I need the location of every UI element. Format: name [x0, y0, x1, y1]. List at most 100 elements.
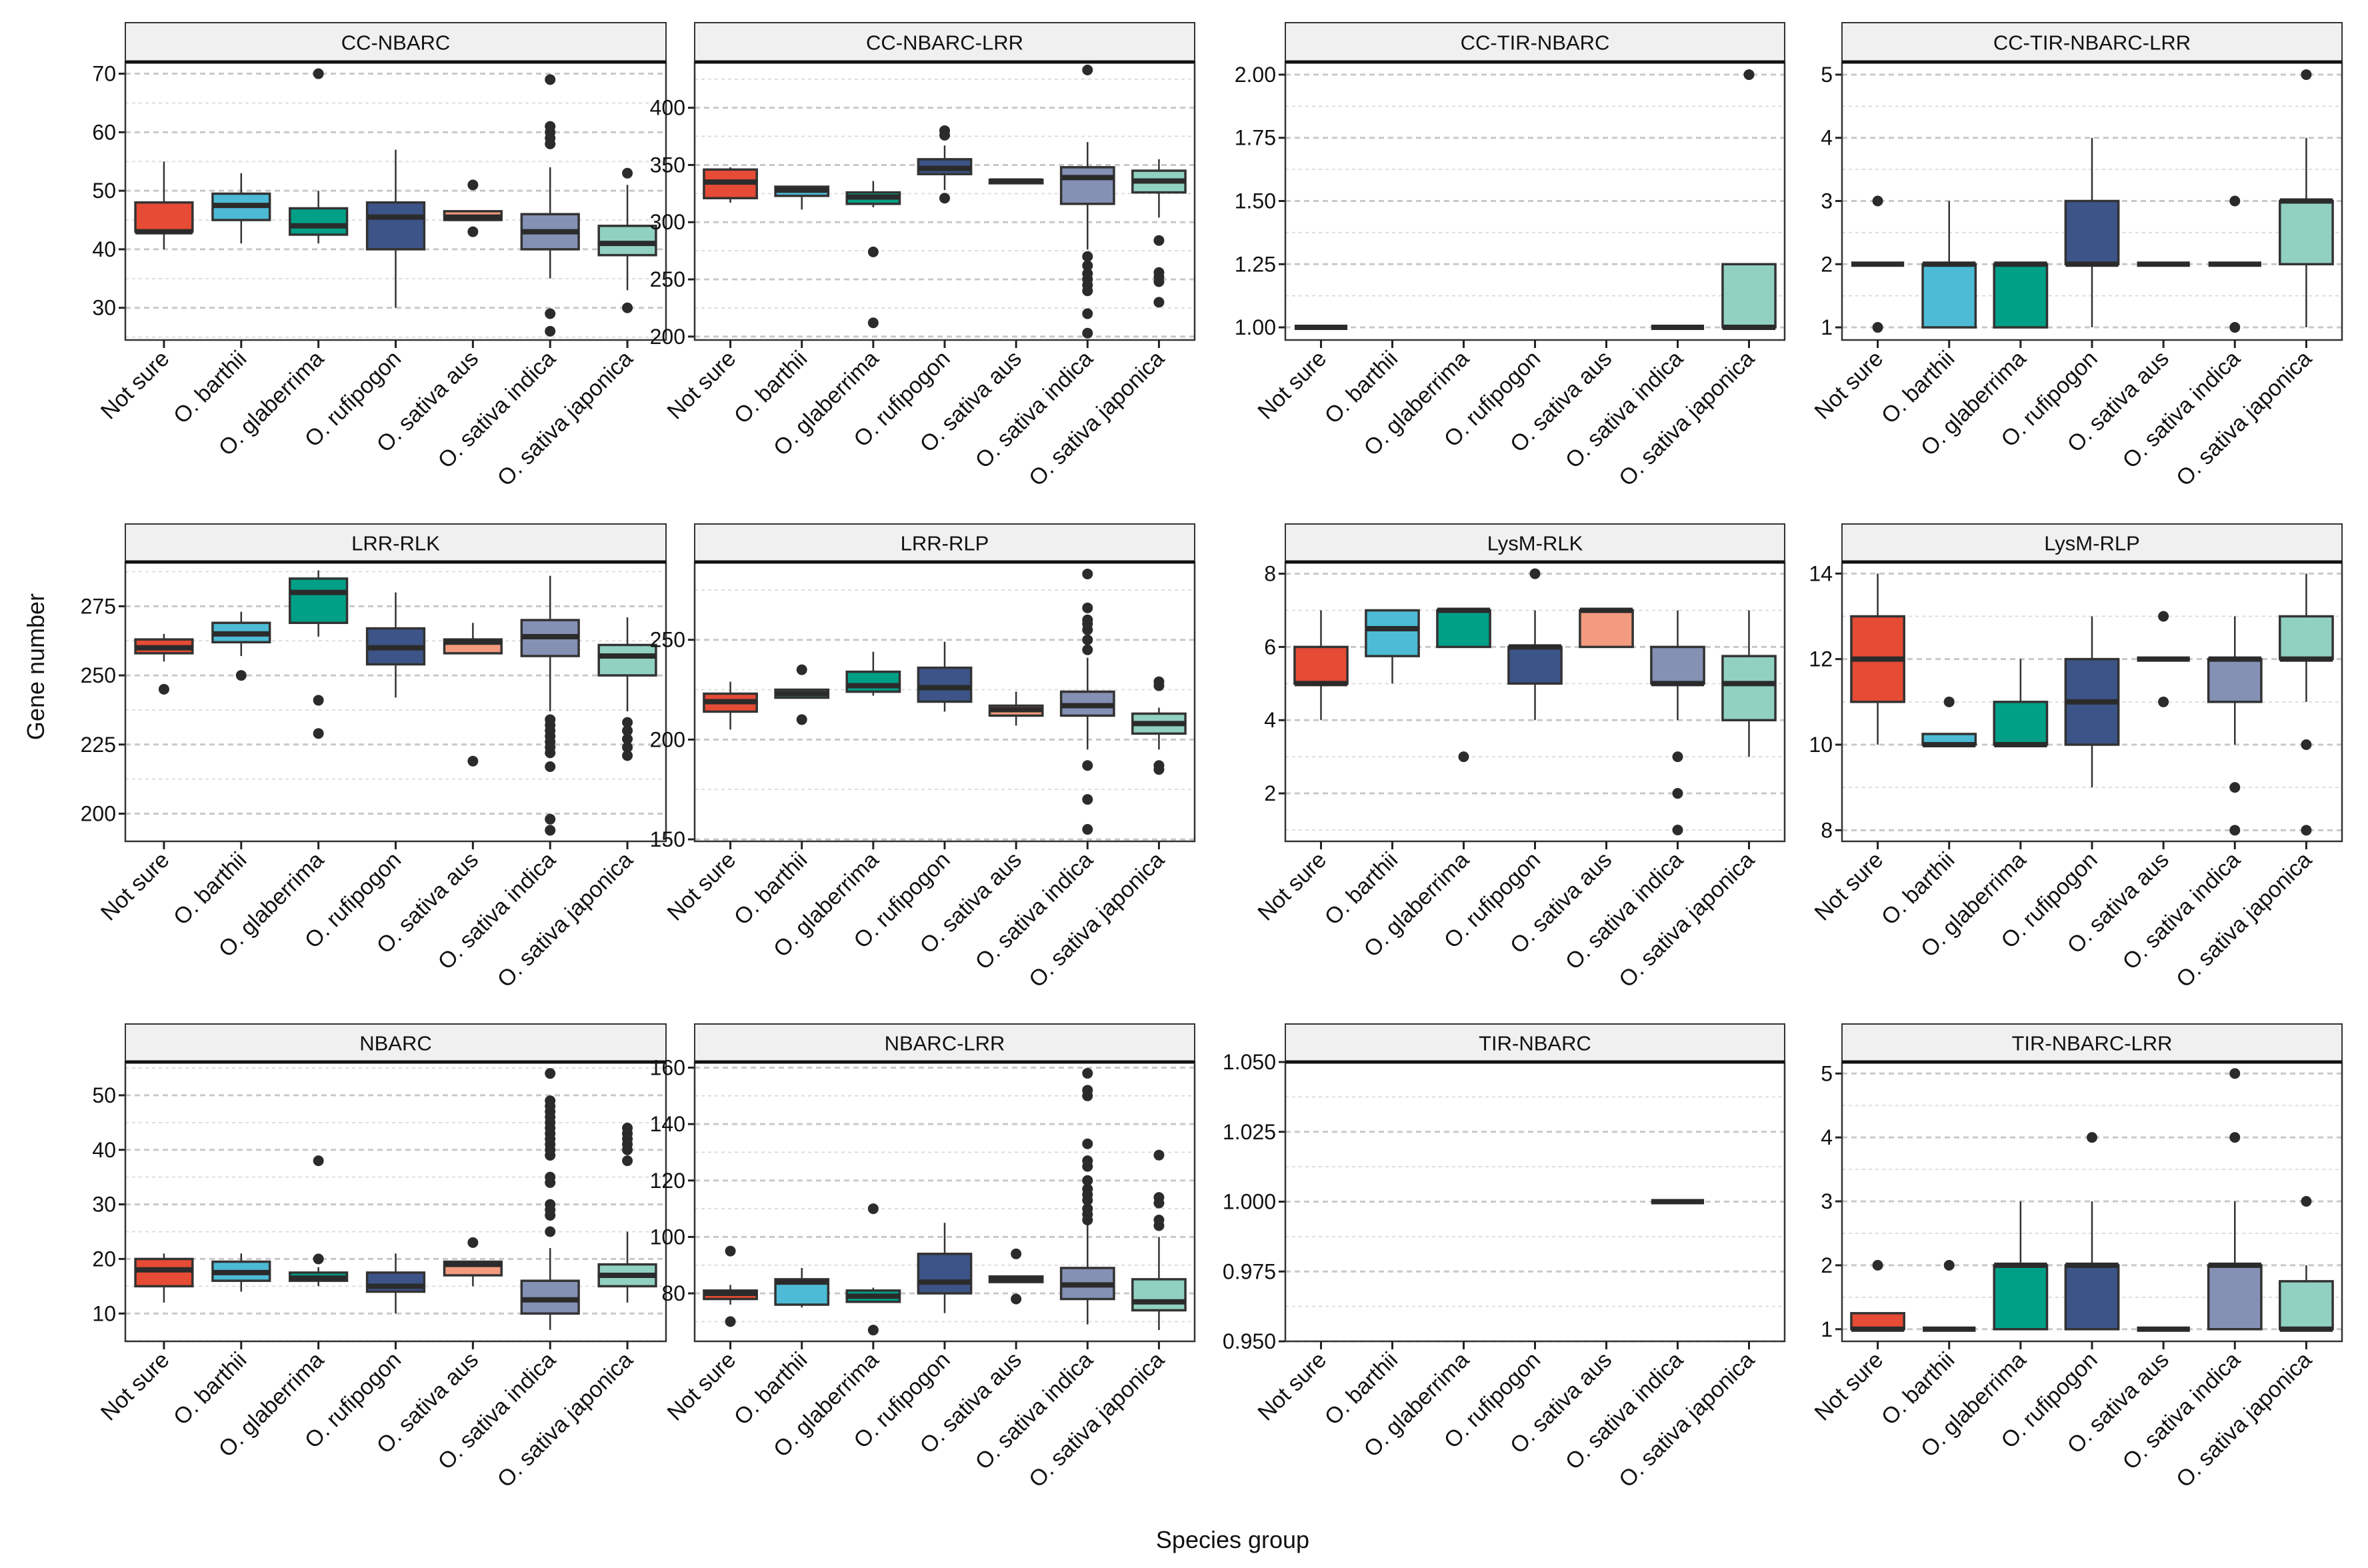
panel-title: NBARC	[359, 1032, 432, 1055]
outlier-point	[545, 761, 556, 772]
box-iqr	[597, 643, 657, 677]
y-tick-label: 1.50	[1235, 189, 1276, 213]
box-iqr	[134, 1257, 194, 1288]
panel-strip	[125, 523, 667, 563]
x-tick-label: Not sure	[1809, 847, 1888, 926]
x-tick-label: O. barthii	[169, 847, 251, 930]
x-tick-label: Not sure	[1253, 346, 1331, 425]
outlier-point	[796, 714, 807, 725]
outlier-point	[2087, 1132, 2097, 1143]
panel-strip	[694, 523, 1195, 563]
box-iqr	[2279, 1280, 2334, 1331]
outlier-point	[1082, 1090, 1093, 1101]
outlier-point	[1672, 751, 1683, 763]
box-iqr	[2064, 199, 2120, 266]
outlier-point	[1082, 568, 1093, 579]
x-tick-label: O. sativa japonica	[493, 1347, 638, 1493]
outlier-point	[2301, 69, 2312, 80]
panel-strip	[1841, 22, 2343, 63]
box-iqr	[1721, 263, 1777, 329]
box-iqr	[289, 207, 349, 236]
box-iqr	[1993, 1264, 2049, 1331]
box-iqr	[1721, 655, 1777, 721]
box-iqr	[1507, 645, 1563, 685]
outlier-point	[1082, 760, 1093, 771]
y-tick-label: 1.75	[1235, 126, 1276, 150]
outlier-point	[725, 1245, 736, 1257]
panel-tir-nbarc: TIR-NBARC 0.950 0.975 1.000 1.025 1.050 Not su…	[1223, 1023, 1786, 1493]
box-o-barthii	[1921, 696, 1977, 747]
x-axis-label: Species group	[1156, 1526, 1309, 1553]
outlier-point	[545, 1149, 556, 1161]
box-not-sure	[134, 1253, 194, 1303]
y-tick-label: 50	[92, 1083, 116, 1107]
box-o-sativa-japonica	[1131, 1149, 1187, 1331]
panel-title: TIR-NBARC	[1479, 1032, 1591, 1055]
box-o-sativa-aus	[443, 1237, 503, 1287]
box-o-glaberrima	[289, 570, 349, 739]
outlier-point	[867, 1325, 879, 1336]
box-o-rufipogon	[2064, 616, 2120, 788]
box-iqr	[2207, 657, 2263, 703]
outlier-point	[622, 741, 633, 753]
outlier-point	[1082, 644, 1093, 655]
box-iqr	[520, 1279, 580, 1315]
x-tick-label: O. sativa japonica	[1024, 346, 1169, 491]
outlier-point	[622, 717, 633, 728]
outlier-point	[1153, 1220, 1165, 1231]
y-tick-label: 3	[1821, 1189, 1833, 1213]
box-o-barthii	[774, 664, 830, 725]
box-o-sativa-indica	[2207, 616, 2263, 836]
box-iqr	[917, 666, 973, 703]
outlier-point	[2158, 696, 2169, 707]
panel-title: TIR-NBARC-LRR	[2011, 1032, 2172, 1055]
outlier-point	[467, 179, 479, 191]
x-tick-label: Not sure	[96, 1347, 175, 1426]
box-o-sativa-aus	[443, 623, 503, 767]
box-iqr	[1921, 263, 1977, 329]
box-o-glaberrima	[1993, 659, 2049, 747]
outlier-point	[1943, 696, 1955, 707]
panel-title: LRR-RLK	[351, 532, 440, 555]
y-tick-label: 200	[650, 325, 685, 349]
outlier-point	[235, 670, 247, 681]
box-o-sativa-indica	[520, 575, 580, 836]
box-o-sativa-japonica	[2279, 573, 2334, 836]
y-tick-label: 1.050	[1223, 1050, 1276, 1074]
box-o-rufipogon	[917, 641, 973, 712]
box-iqr	[2064, 1264, 2120, 1331]
box-iqr	[1650, 645, 1705, 685]
box-o-sativa-indica	[1059, 65, 1115, 339]
box-o-glaberrima	[1993, 261, 2049, 329]
box-iqr	[1993, 263, 2049, 329]
panel-title: CC-TIR-NBARC-LRR	[1993, 31, 2191, 55]
y-tick-label: 3	[1821, 189, 1833, 213]
outlier-point	[1082, 602, 1093, 613]
box-o-barthii	[1365, 609, 1420, 684]
outlier-point	[1082, 794, 1093, 805]
y-tick-label: 30	[92, 1193, 116, 1217]
box-iqr	[2207, 1264, 2263, 1331]
box-iqr	[845, 670, 901, 693]
box-iqr	[1059, 166, 1115, 205]
outlier-point	[1082, 1175, 1093, 1186]
outlier-point	[2301, 739, 2312, 750]
y-tick-label: 400	[650, 96, 685, 120]
outlier-point	[725, 1316, 736, 1327]
x-tick-label: Not sure	[1253, 847, 1331, 926]
box-o-sativa-japonica	[1131, 676, 1187, 775]
panel-title: CC-TIR-NBARC	[1461, 31, 1610, 55]
x-tick-label: O. barthii	[169, 1347, 251, 1430]
x-tick-label: Not sure	[662, 346, 741, 425]
box-o-sativa-indica	[2208, 195, 2261, 333]
panel-strip	[1285, 523, 1785, 563]
box-o-barthii	[774, 185, 830, 210]
box-o-rufipogon	[917, 1223, 973, 1313]
y-tick-label: 1.025	[1223, 1120, 1276, 1144]
box-o-sativa-indica	[2207, 1068, 2263, 1331]
box-o-sativa-aus	[988, 691, 1044, 726]
panel-title: LRR-RLP	[901, 532, 989, 555]
